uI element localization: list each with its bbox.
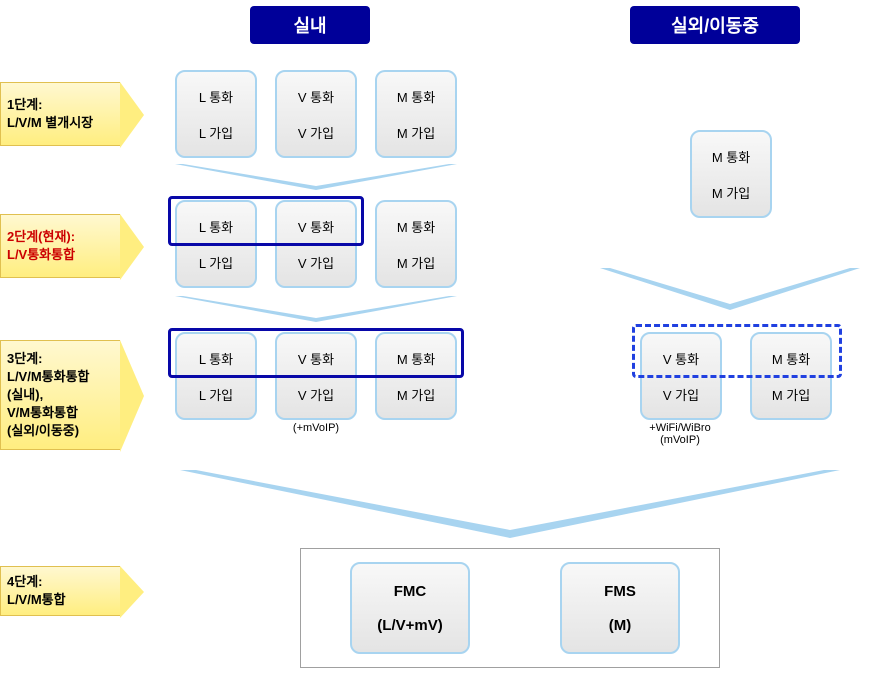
node-s2-v-sub: V 가입 [277,253,355,272]
header-outdoor: 실외/이동중 [630,6,800,44]
stage-1-arrow: 1단계: L/V/M 별개시장 [0,82,120,146]
node-s1-l: L 통화 L 가입 [175,70,257,158]
node-fmc-sub: (L/V+mV) [352,617,468,634]
node-s2-l-sub: L 가입 [177,253,255,272]
header-indoor: 실내 [250,6,370,44]
node-s2-m-sub: M 가입 [377,253,455,272]
stage-3-arrow: 3단계: L/V/M통화통합 (실내), V/M통화통합 (실외/이동중) [0,340,120,450]
node-s1-v: V 통화 V 가입 [275,70,357,158]
node-s2-v: V 통화 V 가입 [275,200,357,288]
node-s3-v-call: V 통화 [277,349,355,368]
node-s2-m: M 통화 M 가입 [375,200,457,288]
node-out-s3-m: M 통화 M 가입 [750,332,832,420]
node-s1-v-sub: V 가입 [277,123,355,142]
node-s3-v: V 통화 V 가입 [275,332,357,420]
node-fms-title: FMS [562,583,678,600]
node-s3-l-call: L 통화 [177,349,255,368]
stage-4-line1: 4단계: [7,574,42,589]
chevron-s1-s2-inner [183,164,449,186]
stage-3-line3: (실내), [7,387,43,402]
stage-3-line4: V/M통화통합 [7,405,78,420]
node-s3-l: L 통화 L 가입 [175,332,257,420]
note-s3-mvoip: (+mVoIP) [266,422,366,434]
node-s1-l-call: L 통화 [177,87,255,106]
node-s2-l-call: L 통화 [177,217,255,236]
stage-2-arrow: 2단계(현재): L/V통화통합 [0,214,120,278]
node-out-s3-v-call: V 통화 [642,349,720,368]
node-fmc-title: FMC [352,583,468,600]
stage-3-line5: (실외/이동중) [7,423,79,438]
node-out-s1-m-call: M 통화 [692,147,770,166]
node-s2-l: L 통화 L 가입 [175,200,257,288]
stage-1-line2: L/V/M 별개시장 [7,115,93,130]
node-fms: FMS (M) [560,562,680,654]
node-s1-m-sub: M 가입 [377,123,455,142]
node-s2-m-call: M 통화 [377,217,455,236]
note-out-wifi: +WiFi/WiBro (mVoIP) [630,422,730,446]
node-s3-v-sub: V 가입 [277,385,355,404]
chevron-final-inner [196,470,824,530]
stage-1-line1: 1단계: [7,97,42,112]
node-s3-m: M 통화 M 가입 [375,332,457,420]
node-s3-l-sub: L 가입 [177,385,255,404]
chevron-s2-s3-inner [183,296,449,318]
node-s1-m: M 통화 M 가입 [375,70,457,158]
node-s2-v-call: V 통화 [277,217,355,236]
node-s1-l-sub: L 가입 [177,123,255,142]
node-fms-sub: (M) [562,617,678,634]
chevron-out-s1-s3-inner [610,268,850,304]
node-out-s3-v: V 통화 V 가입 [640,332,722,420]
stage-3-line2: L/V/M통화통합 [7,369,90,384]
stage-2-line2: L/V통화통합 [7,247,75,262]
node-s3-m-sub: M 가입 [377,385,455,404]
header-outdoor-label: 실외/이동중 [671,16,759,36]
stage-4-line2: L/V/M통합 [7,592,66,607]
node-s3-m-call: M 통화 [377,349,455,368]
header-indoor-label: 실내 [293,16,326,36]
node-out-s1-m: M 통화 M 가입 [690,130,772,218]
stage-3-line1: 3단계: [7,351,42,366]
node-s1-v-call: V 통화 [277,87,355,106]
node-out-s3-v-sub: V 가입 [642,385,720,404]
node-out-s3-m-call: M 통화 [752,349,830,368]
node-out-s3-m-sub: M 가입 [752,385,830,404]
node-out-s1-m-sub: M 가입 [692,183,770,202]
stage-4-arrow: 4단계: L/V/M통합 [0,566,120,616]
node-s1-m-call: M 통화 [377,87,455,106]
node-fmc: FMC (L/V+mV) [350,562,470,654]
stage-2-line1: 2단계(현재): [7,229,75,244]
